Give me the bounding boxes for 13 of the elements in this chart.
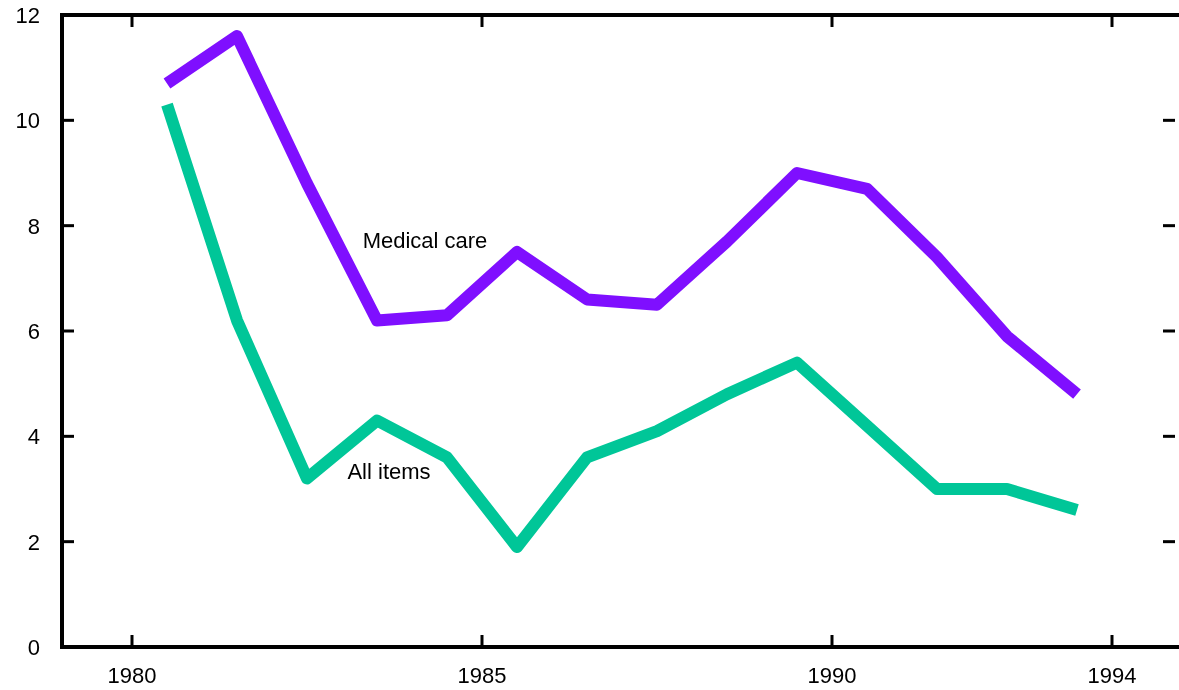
y-tick-label: 4 xyxy=(27,424,40,450)
x-tick-label: 1980 xyxy=(107,663,157,688)
x-tick-label: 1985 xyxy=(457,663,507,688)
y-tick-label: 10 xyxy=(15,108,40,134)
y-tick-label: 2 xyxy=(27,529,40,555)
y-tick-label: 6 xyxy=(27,319,40,344)
y-tick-label: 0 xyxy=(27,635,40,660)
series-label: Medical care xyxy=(362,228,488,254)
y-tick-label: 12 xyxy=(15,3,40,28)
x-tick-label: 1994 xyxy=(1087,663,1137,688)
x-tick-label: 1990 xyxy=(807,663,857,688)
y-tick-label: 8 xyxy=(27,213,40,239)
series-label: All items xyxy=(347,458,431,484)
